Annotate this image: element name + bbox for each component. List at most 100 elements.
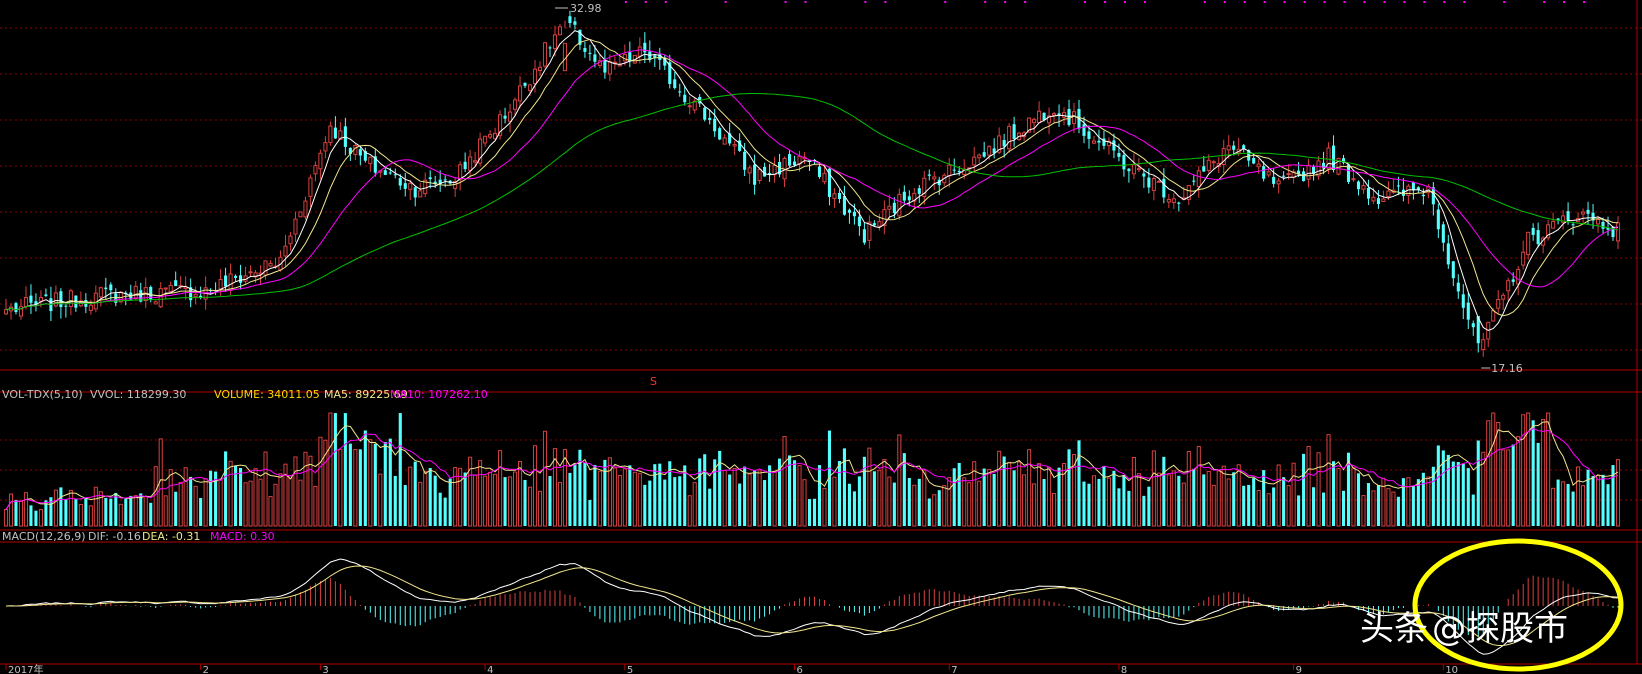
candle-body-up [1171,198,1176,204]
volume-bar-up [947,477,952,527]
vol-indicator-label: VOL-TDX(5,10) [2,388,83,401]
volume-panel[interactable]: VOL-TDX(5,10) VVOL: 118299.30 VOLUME: 34… [2,388,1621,527]
volume-bar-down [1272,487,1276,526]
volume-bar-down [214,471,218,526]
volume-bar-down [768,465,772,526]
event-dot [1423,1,1426,3]
volume-bar-down [59,487,63,526]
candle-body-down [1586,209,1590,214]
volume-bar-up [877,469,882,527]
volume-bar-up [597,470,602,527]
volume-bar-up [1106,477,1111,527]
candle-body-down [1002,140,1006,147]
candle-body-up [1501,294,1506,300]
volume-bar-down [588,499,592,526]
volume-bar-up [3,508,9,527]
volume-bar-up [408,466,413,527]
candle-body-up [423,179,428,195]
macd-histogram [10,575,1619,637]
volume-bar-down [358,449,362,526]
volume-bar-up [1496,422,1501,527]
volume-bar-up [1196,446,1201,527]
volume-bar-down [872,471,876,526]
volume-bar-up [228,460,233,527]
volume-bar-up [637,473,642,527]
candle-body-up [1106,140,1111,147]
candle-body-down [199,295,203,298]
candle-body-down [952,169,956,171]
candle-body-up [617,64,622,67]
candle-body-down [588,52,592,54]
candle-body-up [318,152,323,170]
candle-body-up [1595,218,1601,225]
candle-body-up [168,284,173,293]
volume-bar-down [548,476,552,526]
volume-bar-up [78,504,83,527]
price-panel[interactable]: 32.98 17.16 S [3,1,1621,388]
volume-bar-down [1346,452,1351,526]
volume-bar-down [1312,487,1316,526]
candle-body-up [757,168,762,181]
volume-bar-down [234,465,238,526]
volume-bar-up [1166,474,1171,527]
event-markers [624,1,1586,3]
candle-body-up [1276,180,1281,185]
macd-panel[interactable]: MACD(12,26,9) DIF: -0.16 DEA: -0.31 MACD… [2,530,1619,655]
candle-body-down [668,62,672,84]
candle-body-down [1606,227,1610,230]
volume-bar-down [1556,479,1560,526]
volume-bar-up [1052,493,1057,527]
candle-body-down [333,127,337,139]
candle-body-up [183,286,188,290]
volume-bar-down [413,461,417,526]
volume-bar-down [982,468,986,526]
event-dot [1343,1,1346,3]
candle-body-up [1206,159,1211,171]
volume-bar-down [428,467,432,526]
candle-body-down [1356,181,1361,190]
volume-bar-up [977,480,982,527]
volume-bar-down [1591,476,1595,526]
event-dot [1103,1,1106,3]
candle-body-up [1326,147,1331,170]
volume-bar-up [1381,477,1386,527]
candle-body-down [1192,180,1196,182]
candle-body-down [1421,194,1425,197]
event-dot [1123,1,1126,3]
volume-bar-up [313,485,318,527]
candle-body-down [348,147,352,154]
candle-body-up [1007,125,1012,150]
candle-body-up [158,288,163,308]
volume-value: VOLUME: 34011.05 [214,388,320,401]
candle-body-down [1591,212,1595,221]
low-price-label: 17.16 [1491,362,1523,375]
volume-bar-down [74,498,78,526]
volume-bar-up [323,439,328,527]
volume-bar-down [1302,453,1306,526]
volume-ma-lines [5,421,1619,510]
volume-bar-down [603,459,607,526]
volume-bar-up [1206,470,1211,527]
volume-bar-down [129,495,133,526]
candle-body-up [722,137,727,145]
candle-body-down [139,290,143,302]
volume-bar-up [488,471,493,527]
candle-body-up [498,114,503,136]
volume-bar-down [1401,478,1405,526]
candle-body-up [408,182,413,190]
candle-body-up [882,209,887,227]
candle-body-up [912,192,917,202]
candle-body-down [398,178,402,186]
candle-body-down [14,303,18,312]
candle-body-down [383,170,387,175]
volume-bar-up [1426,476,1431,527]
volume-bar-down [1611,465,1615,526]
volume-bar-down [812,498,817,526]
volume-bar-down [787,455,792,526]
candle-body-down [1322,162,1326,169]
candle-body-up [248,271,253,274]
candle-body-down [1441,224,1445,243]
candle-body-up [283,245,288,257]
candle-body-up [972,156,977,166]
